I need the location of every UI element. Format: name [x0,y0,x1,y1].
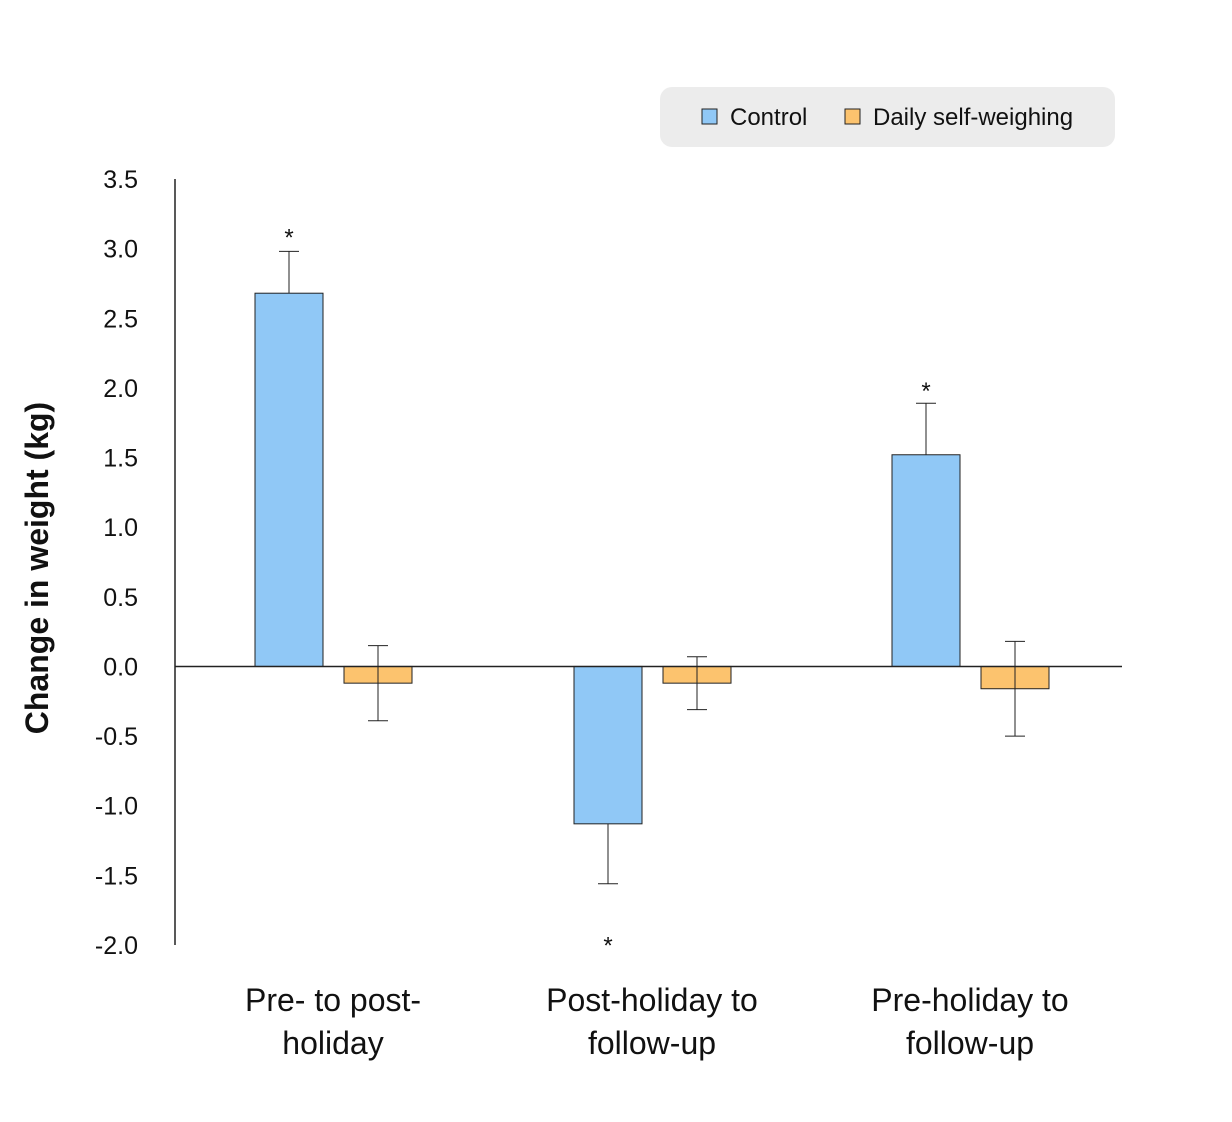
y-tick-label: 1.5 [103,445,138,473]
category-label: holiday [282,1025,383,1061]
y-tick-label: 3.5 [103,166,138,194]
y-tick-label: -0.5 [95,723,138,751]
significance-star: * [921,378,930,405]
y-axis-label: Change in weight (kg) [19,402,55,734]
y-tick-label: 2.5 [103,305,138,333]
legend-swatch-control [701,108,718,125]
significance-star: * [284,225,293,252]
category-label: Pre- to post- [245,982,421,1018]
y-tick-labels: 3.5 3.0 2.5 2.0 1.5 1.0 0.5 0.0 -0.5 -1.0 -1.5 -2.0 [95,166,138,960]
y-tick-label: -1.0 [95,793,138,821]
y-tick-label: 1.0 [103,514,138,542]
bar-control-2 [891,454,961,667]
category-label: Pre-holiday to [871,982,1068,1018]
bar-control-1 [573,665,643,825]
category-label: Post-holiday to [546,982,758,1018]
bar-control-0 [254,292,324,667]
legend: Control Daily self-weighing [660,87,1115,147]
error-bars [279,250,1025,885]
significance-markers: * * * [284,225,930,960]
legend-label-daily-self-weighing: Daily self-weighing [873,104,1073,131]
category-labels: Pre- to post-holiday Post-holiday to follo… [245,982,1069,1061]
bars [254,292,1050,825]
legend-swatch-daily-self-weighing [844,108,861,125]
y-tick-label: -1.5 [95,862,138,890]
legend-background [660,87,1115,147]
y-tick-label: 3.0 [103,236,138,264]
significance-star: * [603,932,612,959]
y-tick-label: 2.0 [103,375,138,403]
category-label: follow-up [588,1025,716,1061]
y-tick-label: -2.0 [95,932,138,960]
category-label: follow-up [906,1025,1034,1061]
legend-label-control: Control [730,104,807,131]
y-tick-label: 0.0 [103,653,138,681]
y-tick-label: 0.5 [103,584,138,612]
